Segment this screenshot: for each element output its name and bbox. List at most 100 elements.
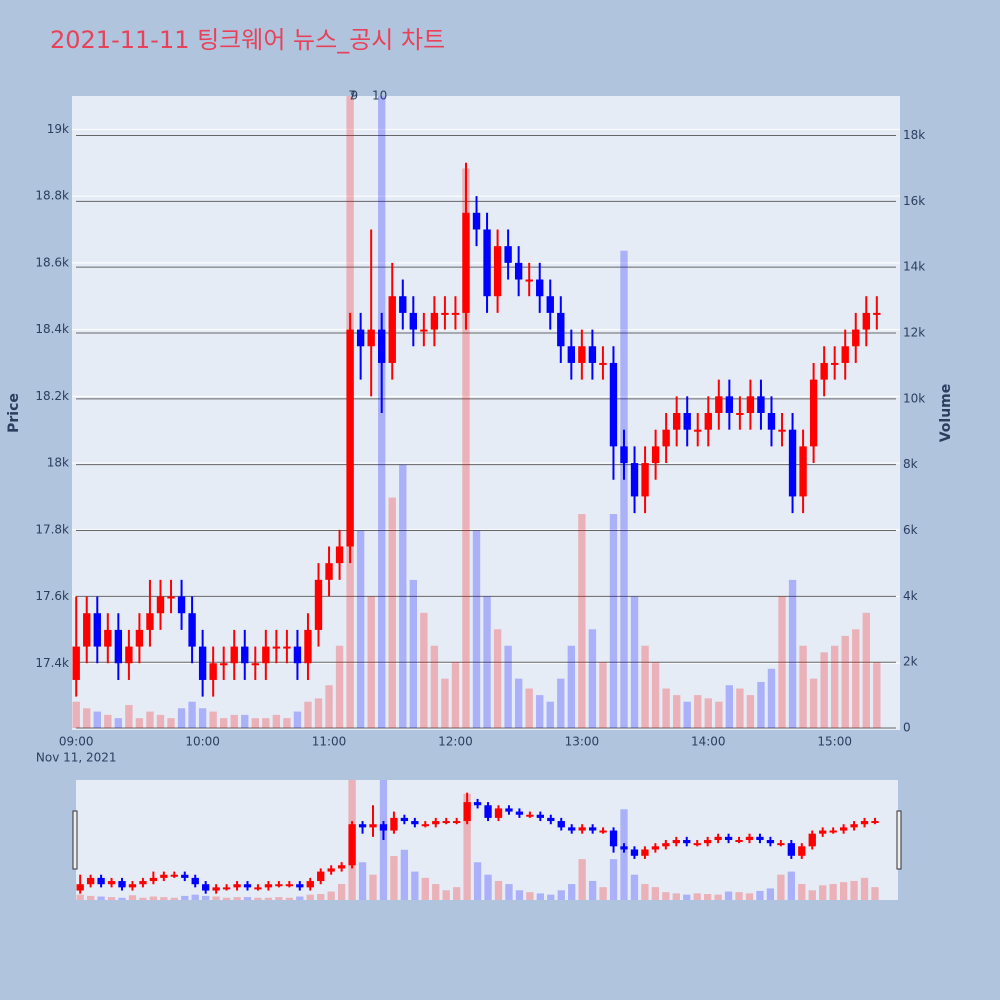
volume-bar bbox=[83, 708, 91, 728]
slider-volume-bar bbox=[118, 897, 126, 900]
candle-body bbox=[704, 413, 712, 430]
slider-volume-bar bbox=[704, 894, 712, 900]
volume-bar bbox=[135, 718, 144, 728]
slider-volume-bar bbox=[107, 897, 116, 900]
candle-body bbox=[93, 613, 101, 647]
candle-body bbox=[346, 329, 354, 547]
slider-volume-bar bbox=[641, 884, 649, 900]
candle-body bbox=[788, 429, 797, 497]
slider-candle-body bbox=[860, 821, 869, 825]
slider-volume-bar bbox=[588, 880, 597, 900]
volume-bar bbox=[272, 714, 281, 728]
volume-bar bbox=[536, 695, 544, 728]
slider-volume-bar bbox=[798, 884, 806, 900]
slider-volume-bar bbox=[745, 893, 754, 900]
volume-bar bbox=[335, 645, 344, 728]
slider-candle-body bbox=[819, 830, 827, 834]
candle-body bbox=[146, 613, 154, 630]
candle-body bbox=[220, 663, 228, 666]
x-tick-label: 12:00 bbox=[438, 735, 473, 749]
volume-bar bbox=[746, 695, 755, 728]
volume-bar bbox=[325, 685, 333, 728]
candle-body bbox=[820, 362, 828, 380]
chart-title: 2021-11-11 팅크웨어 뉴스_공시 차트 bbox=[50, 26, 445, 54]
y2-tick-label: 14k bbox=[903, 260, 925, 274]
candle-body bbox=[72, 646, 80, 680]
slider-volume-bar bbox=[306, 894, 314, 900]
slider-candle-body bbox=[787, 843, 795, 856]
slider-candle-body bbox=[672, 840, 680, 844]
volume-bar bbox=[472, 530, 481, 728]
slider-candle-body bbox=[243, 884, 252, 888]
slider-volume-bar bbox=[484, 874, 492, 900]
slider-candle-body bbox=[484, 805, 492, 818]
slider-volume-bar bbox=[473, 862, 482, 900]
slider-candle-body bbox=[149, 877, 158, 882]
slider-candle-body bbox=[515, 811, 524, 815]
slider-volume-bar bbox=[505, 884, 513, 900]
slider-candle-body bbox=[683, 840, 691, 844]
candle-body bbox=[483, 229, 491, 297]
slider-volume-bar bbox=[871, 887, 879, 900]
volume-bar bbox=[104, 714, 112, 728]
slider-candle-body bbox=[453, 821, 461, 824]
slider-candle-body bbox=[463, 802, 471, 822]
volume-bar bbox=[620, 250, 628, 729]
y2-tick-label: 8k bbox=[903, 457, 918, 471]
slider-volume-bar bbox=[557, 890, 565, 900]
slider-handle[interactable] bbox=[72, 810, 78, 870]
candle-body bbox=[757, 396, 765, 413]
volume-bar bbox=[757, 681, 765, 728]
slider-candle-body bbox=[630, 849, 639, 856]
y-tick-label: 18.6k bbox=[35, 255, 69, 269]
y-tick-label: 17.6k bbox=[35, 589, 69, 603]
volume-bar bbox=[641, 645, 649, 728]
slider-handle[interactable] bbox=[896, 810, 902, 870]
candle-body bbox=[325, 563, 333, 580]
slider-volume-bar bbox=[170, 897, 178, 900]
volume-bar bbox=[736, 688, 744, 728]
volume-bar bbox=[651, 662, 660, 728]
slider-candle-body bbox=[317, 871, 325, 882]
slider-volume-bar bbox=[432, 884, 440, 900]
slider-candle-body bbox=[547, 817, 555, 822]
candle-body bbox=[683, 413, 691, 430]
slider-candle-body bbox=[536, 814, 544, 818]
candle-body bbox=[852, 329, 860, 347]
volume-bar bbox=[514, 678, 523, 728]
slider-candle-body bbox=[379, 824, 388, 831]
volume-bar bbox=[262, 718, 270, 728]
volume-bar bbox=[725, 685, 734, 728]
candle-body bbox=[104, 629, 112, 647]
candle-body bbox=[156, 596, 165, 614]
y-tick-label: 18k bbox=[47, 456, 69, 470]
candle-body bbox=[588, 346, 597, 363]
slider-candle-body bbox=[588, 827, 597, 831]
volume-bar bbox=[788, 579, 797, 728]
slider-candle-body bbox=[212, 887, 220, 891]
volume-bar bbox=[451, 662, 460, 728]
x-tick-sublabel: Nov 11, 2021 bbox=[36, 751, 117, 765]
slider-candle-body bbox=[191, 877, 199, 885]
y-tick-label: 18.2k bbox=[35, 389, 69, 403]
candle-body bbox=[746, 396, 755, 413]
candle-body bbox=[356, 329, 365, 347]
candle-body bbox=[167, 596, 175, 599]
slider-volume-bar bbox=[724, 891, 733, 900]
slider-volume-bar bbox=[442, 890, 450, 900]
volume-bar bbox=[672, 695, 681, 728]
slider-candle-body bbox=[107, 881, 116, 885]
candle-body bbox=[114, 629, 123, 664]
candle-body bbox=[441, 312, 449, 315]
volume-bar bbox=[293, 711, 302, 728]
candle-body bbox=[293, 646, 302, 664]
slider-candle-body bbox=[181, 874, 189, 878]
slider-candle-body bbox=[756, 836, 764, 840]
candle-body bbox=[314, 579, 323, 630]
volume-bar bbox=[630, 596, 639, 728]
slider-candle-body bbox=[557, 821, 565, 828]
candle-body bbox=[831, 362, 839, 365]
slider-volume-bar bbox=[327, 891, 335, 900]
slider-candle-body bbox=[724, 836, 733, 840]
slider-candle-body bbox=[118, 881, 126, 888]
